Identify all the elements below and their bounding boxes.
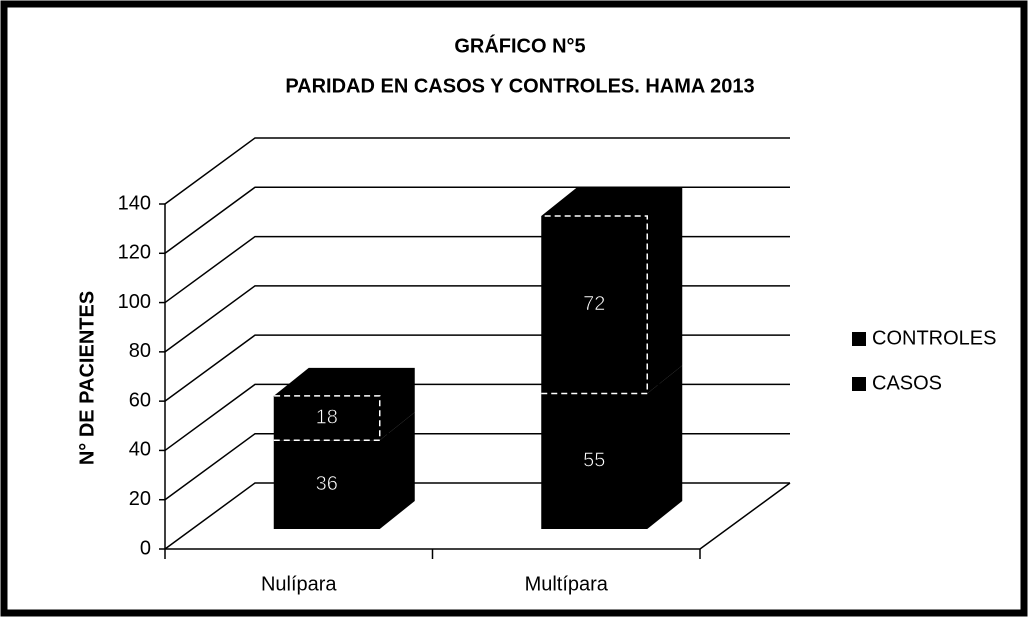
legend-label: CASOS (872, 372, 942, 394)
y-tick-label: 40 (129, 439, 151, 461)
y-tick-label: 120 (118, 242, 151, 264)
grid-line (164, 137, 790, 205)
segment-edge (273, 395, 381, 442)
bar-segment (541, 188, 683, 394)
bar-segment (273, 412, 415, 529)
legend-swatch (852, 377, 866, 391)
legend-label: CONTROLES (872, 327, 996, 349)
value-label: 36 (316, 473, 338, 495)
y-tick-label: 140 (118, 192, 151, 214)
y-tick-label: 80 (129, 340, 151, 362)
y-tick-label: 20 (129, 488, 151, 510)
x-tick-label: Nulípara (261, 573, 337, 595)
segment-edge (541, 215, 648, 395)
y-axis-label: N° DE PACIENTES (76, 291, 98, 465)
value-label: 55 (583, 450, 605, 472)
grid-line (164, 186, 790, 254)
y-tick-label: 60 (129, 389, 151, 411)
chart-subtitle: PARIDAD EN CASOS Y CONTROLES. HAMA 2013 (285, 75, 754, 97)
chart-title: GRÁFICO N°5 (454, 34, 585, 57)
legend-swatch (852, 332, 866, 346)
bar-segment (541, 365, 683, 529)
y-tick-label: 0 (140, 537, 151, 559)
y-tick-label: 100 (118, 291, 151, 313)
value-label: 18 (316, 406, 338, 428)
value-label: 72 (583, 293, 605, 315)
x-tick-label: Multípara (525, 573, 609, 595)
